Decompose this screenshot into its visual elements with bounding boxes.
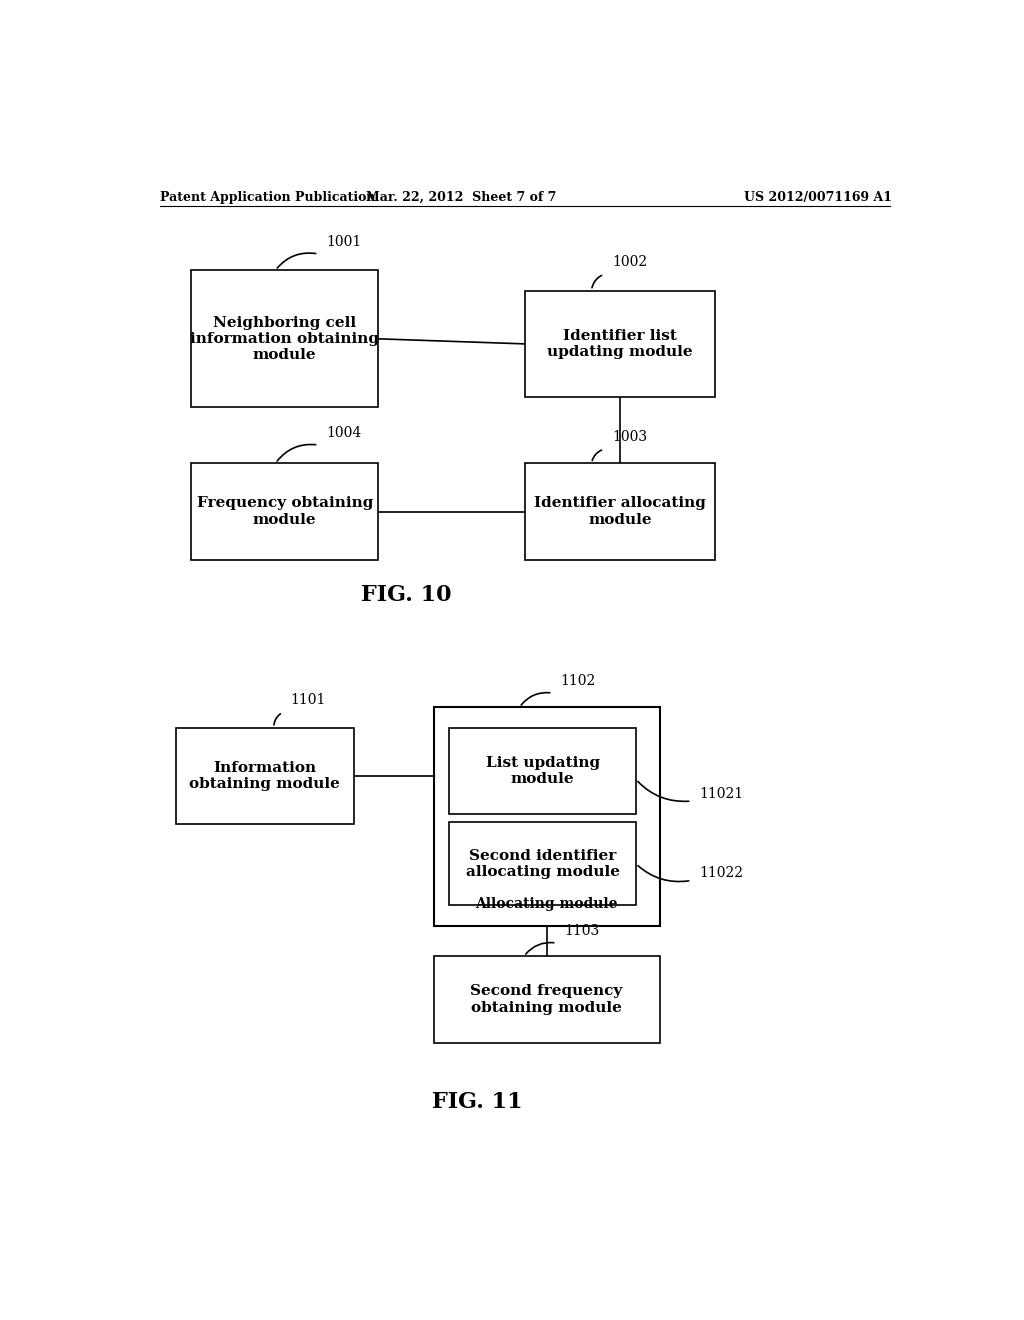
Text: 1103: 1103 [564,924,600,939]
Text: Identifier allocating
module: Identifier allocating module [535,496,706,527]
Text: Patent Application Publication: Patent Application Publication [160,190,375,203]
Bar [450,727,636,814]
Text: Information
obtaining module: Information obtaining module [189,760,340,791]
Text: FIG. 11: FIG. 11 [432,1090,522,1113]
Bar [433,708,659,925]
Text: US 2012/0071169 A1: US 2012/0071169 A1 [744,190,893,203]
Bar [524,463,715,560]
Bar [191,271,378,408]
Bar [176,727,354,824]
Text: Mar. 22, 2012  Sheet 7 of 7: Mar. 22, 2012 Sheet 7 of 7 [367,190,556,203]
Text: 1003: 1003 [612,430,647,444]
Text: Second frequency
obtaining module: Second frequency obtaining module [470,985,623,1015]
Text: List updating
module: List updating module [485,755,600,785]
Bar [450,822,636,906]
Text: 11021: 11021 [699,787,743,801]
Text: Second identifier
allocating module: Second identifier allocating module [466,849,620,879]
Text: 1001: 1001 [327,235,361,249]
Text: Neighboring cell
information obtaining
module: Neighboring cell information obtaining m… [190,315,379,362]
Bar [433,956,659,1043]
Text: 1004: 1004 [327,426,361,440]
Text: 11022: 11022 [699,866,743,880]
Text: 1102: 1102 [560,675,596,688]
Text: 1002: 1002 [612,255,647,269]
Text: Allocating module: Allocating module [475,896,617,911]
Text: Frequency obtaining
module: Frequency obtaining module [197,496,373,527]
Text: FIG. 10: FIG. 10 [360,585,451,606]
Text: Identifier list
updating module: Identifier list updating module [547,329,693,359]
Bar [191,463,378,560]
Text: 1101: 1101 [291,693,326,708]
Bar [524,290,715,397]
